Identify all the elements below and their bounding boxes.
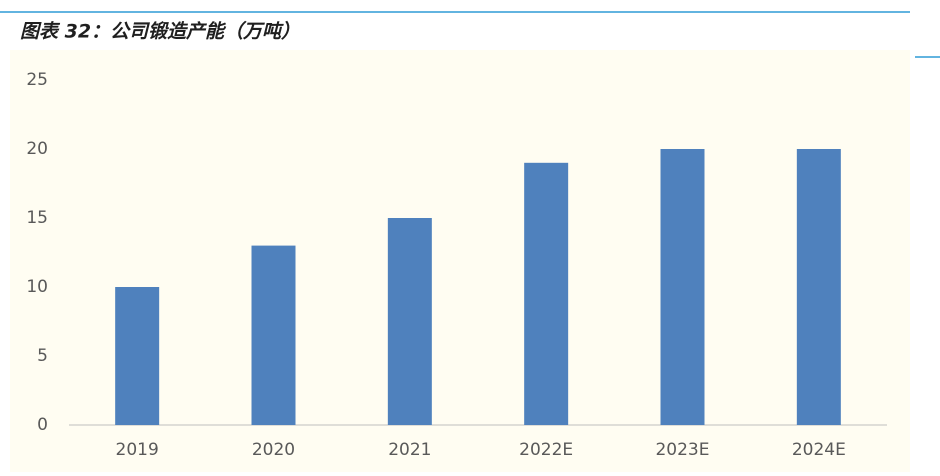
x-tick-label: 2022E	[519, 440, 573, 460]
chart-title: 图表 32：公司锻造产能（万吨）	[20, 21, 300, 43]
y-tick-label: 20	[26, 139, 48, 159]
x-tick-label: 2024E	[792, 440, 846, 460]
y-tick-label: 10	[26, 277, 48, 297]
bar	[796, 149, 841, 425]
y-tick-label: 5	[37, 346, 48, 366]
bar	[524, 162, 569, 426]
bar	[251, 245, 296, 425]
bar	[660, 149, 705, 425]
x-tick-label: 2023E	[655, 440, 709, 460]
y-tick-label: 25	[26, 70, 48, 90]
plot-background	[10, 50, 910, 472]
x-tick-label: 2021	[388, 440, 431, 460]
x-tick-label: 2019	[116, 440, 159, 460]
y-tick-label: 15	[26, 208, 48, 228]
x-tick-label: 2020	[252, 440, 295, 460]
bar	[115, 287, 160, 425]
y-tick-label: 0	[37, 415, 48, 435]
bar	[387, 218, 432, 425]
